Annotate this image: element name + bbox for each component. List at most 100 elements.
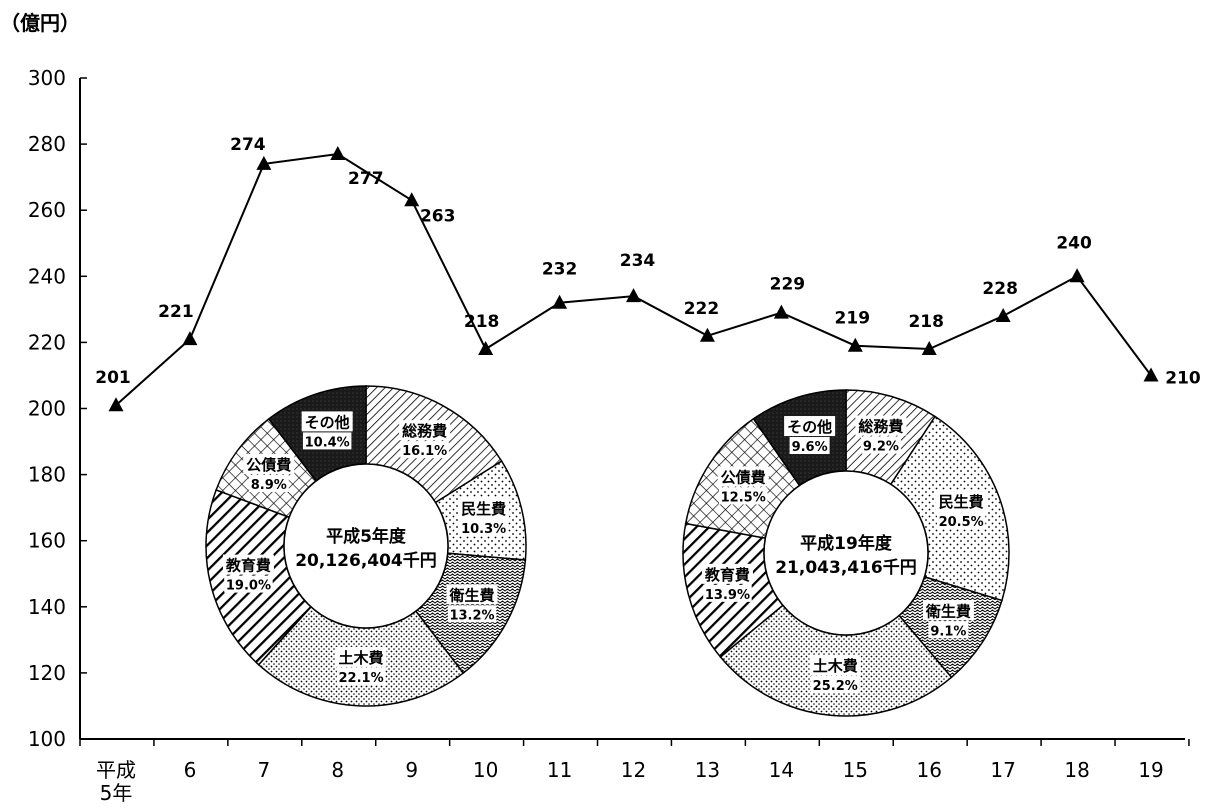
slice-label-bg [399,420,451,441]
donut-title: 平成5年度 [326,526,407,547]
x-tick-label: 7 [257,758,270,782]
x-tick-label: 14 [769,758,794,782]
y-tick-label: 100 [28,727,66,751]
slice-value: 25.2% [813,679,858,694]
y-tick-label: 140 [28,595,66,619]
slice-value-bg [860,436,901,454]
slice-label: 土木費 [339,649,384,667]
slice-value-bg [789,437,830,455]
data-point [847,337,863,352]
x-tick-label: 12 [621,758,646,782]
data-point [478,341,494,356]
data-label: 218 [908,312,944,332]
x-tick-label: 19 [1138,758,1163,782]
slice-value-bg [248,474,289,492]
data-label: 210 [1165,368,1201,388]
data-label: 232 [542,260,578,280]
slice-value-bg [459,518,508,536]
slice-label-bg [935,491,987,512]
data-point [626,288,642,303]
donut-total: 20,126,404千円 [295,551,437,571]
y-tick-label: 280 [28,132,66,156]
slice-label-bg [809,655,861,676]
data-point [995,307,1011,322]
slice-value-bg [703,584,752,602]
y-tick-label: 260 [28,198,66,222]
data-point [1069,268,1085,283]
slice-value: 22.1% [339,671,384,686]
donut-total: 21,043,416千円 [775,558,917,578]
data-point [699,327,715,342]
slice-value-bg [936,512,986,530]
slice-label: 公債費 [246,456,291,474]
slice-value: 9.2% [863,440,899,455]
slice-label: 公債費 [721,468,766,486]
data-point [773,304,789,319]
y-tick-label: 200 [28,397,66,421]
x-tick-label: 11 [547,758,572,782]
y-tick-label: 180 [28,463,66,487]
data-label: 218 [464,312,500,332]
slice-label: 民生費 [461,500,506,518]
slice-value-bg [928,621,969,639]
slice-label-bg [784,416,836,437]
slice-label: 衛生費 [449,586,495,604]
slice-value: 10.4% [305,435,350,450]
y-tick-label: 220 [28,330,66,354]
data-label: 263 [420,206,456,226]
slice-value: 13.2% [449,608,494,623]
x-tick-label: 16 [917,758,942,782]
data-point [256,155,272,170]
slice-label: 総務費 [858,418,903,436]
slice-value: 9.6% [792,440,828,455]
donut-chart-h19: 総務費 9.2% 民生費 20.5% 衛生費 9.1% 土木費 25.2% 教育費 13.9% 公債… [682,389,1010,717]
slice-value-bg [336,667,386,685]
slice-value-bg [447,605,497,623]
data-label: 221 [158,302,194,322]
slice-value: 19.0% [226,579,271,594]
data-label: 229 [770,275,806,295]
data-label: 240 [1056,233,1092,253]
slice-value: 16.1% [402,444,447,459]
slice-label-bg [717,466,769,487]
data-point [921,341,937,356]
x-tick-label: 17 [990,758,1015,782]
slice-label: 教育費 [704,566,750,584]
data-point [1143,367,1159,382]
data-label: 219 [835,309,871,329]
x-tick-label: 9 [405,758,418,782]
y-unit-label: （億円） [0,11,80,35]
slice-value: 12.5% [721,490,766,505]
slice-value-bg [718,487,768,505]
data-point [182,331,198,346]
slice-label-bg [243,453,295,474]
slice-label-bg [301,411,353,432]
x-tick-label: 平成 5年 [96,758,136,805]
data-label: 234 [620,251,656,271]
slice-label-bg [458,497,510,518]
slice-label-bg [335,646,387,667]
donut-title: 平成19年度 [800,533,893,554]
slice-label: 教育費 [225,557,271,575]
slice-label-bg [222,554,274,575]
slice-value: 13.9% [705,588,750,603]
slice-label: 民生費 [939,493,984,511]
x-tick-label: 8 [331,758,344,782]
slice-label-bg [855,415,907,436]
slice-value-bg [224,575,273,593]
x-tick-label: 15 [843,758,868,782]
data-point [108,397,124,412]
data-label: 277 [348,169,384,189]
data-point [552,294,568,309]
x-tick-label: 18 [1064,758,1089,782]
y-tick-label: 160 [28,529,66,553]
slice-label: その他 [305,413,350,431]
donut-hole [283,463,449,629]
slice-value-bg [400,441,449,459]
line-series: 201 221 274 277 263 218 232 234 222 229 219 218 228 2… [95,135,1201,412]
slice-label-bg [701,563,753,584]
data-label: 228 [982,279,1018,299]
data-label: 274 [230,135,266,155]
slice-label: その他 [787,418,832,436]
